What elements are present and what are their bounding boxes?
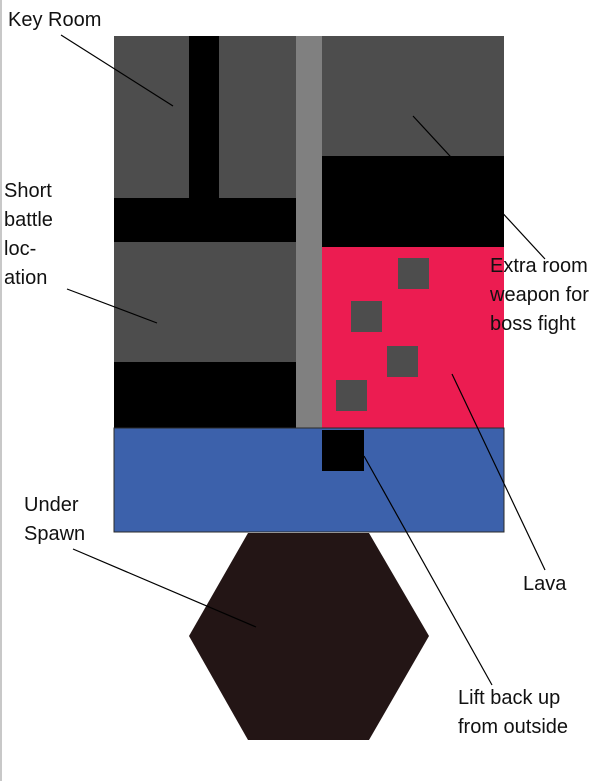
map-structure: [113, 36, 505, 740]
label-key-room: Key Room: [8, 9, 102, 31]
leader-lines: [60, 34, 546, 686]
key-room-floor-bar: [114, 198, 296, 242]
leader-line-key-room: [60, 34, 174, 107]
label-short-battle-location: Short battle loc- ation: [4, 180, 53, 289]
under-spawn-hexagon: [189, 533, 429, 740]
label-under-spawn: Under Spawn: [24, 494, 86, 545]
label-extra-room: Extra room weapon for boss fight: [490, 255, 589, 335]
lower-blue-area: [113, 427, 505, 533]
label-lava: Lava: [523, 573, 567, 595]
lower-left-black-bar: [114, 362, 296, 430]
leader-line-extra-room: [412, 115, 546, 260]
leader-line-lift: [363, 455, 493, 686]
extra-room-black-band: [322, 156, 504, 247]
lava-stepping-stone-2: [351, 301, 382, 332]
lift-block: [322, 430, 364, 471]
lava-stepping-stone-3: [387, 346, 418, 377]
lava-stepping-stone-1: [398, 258, 429, 289]
leader-line-short-battle: [66, 288, 158, 324]
central-corridor: [296, 36, 322, 430]
lava-stepping-stone-4: [336, 380, 367, 411]
key-room-divider-wall: [189, 36, 219, 198]
page-edge: [0, 0, 2, 781]
label-lift: Lift back up from outside: [458, 687, 569, 738]
leader-line-lava: [451, 373, 546, 571]
leader-line-under-spawn: [72, 548, 257, 628]
